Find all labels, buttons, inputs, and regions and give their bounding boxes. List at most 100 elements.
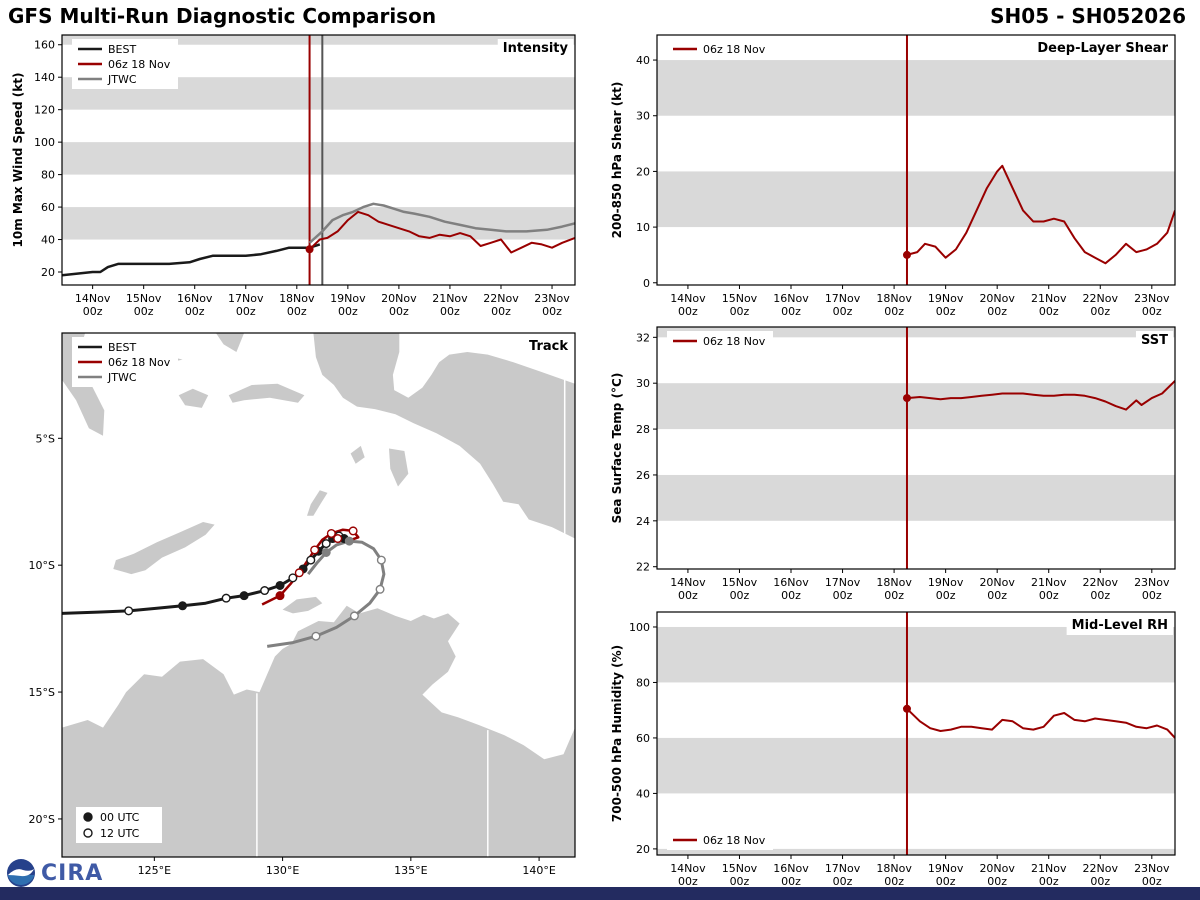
intensity-title-bg [497,39,574,58]
sst-panel-title: SST [1141,333,1168,348]
noaa-sea [7,875,35,885]
utc-legend-label: 12 UTC [100,827,140,840]
page-title: GFS Multi-Run Diagnostic Comparison [8,4,437,28]
y-tick-label: 32 [636,331,650,344]
x-tick-sublabel: 00z [833,875,853,888]
x-tick-sublabel: 00z [987,875,1007,888]
track-title-bg [524,337,574,356]
shade-band [657,474,1175,521]
y-tick-label: 100 [34,136,55,149]
cira-logo: CIRA [6,858,103,888]
x-tick-label: 22Nov [483,292,519,305]
y-tick-label: 22 [636,561,650,574]
x-tick-sublabel: 00z [389,305,409,318]
x-tick-sublabel: 00z [730,875,750,888]
lat-tick-label: 5°S [36,432,55,445]
legend-label-jtwc: JTWC [107,371,137,384]
y-tick-label: 0 [643,277,650,290]
axes-frame [61,34,576,286]
rh-y-axis-label: 700-500 hPa Humidity (%) [610,645,624,822]
x-tick-label: 14Nov [670,862,706,875]
x-tick-sublabel: 00z [833,589,853,602]
x-tick-label: 19Nov [928,862,964,875]
y-tick-label: 80 [636,676,650,689]
shear-title-bg [1032,39,1174,58]
land-kai [350,445,365,464]
series-forecast [906,380,1175,411]
shade-band [62,142,575,175]
x-tick-label: 21Nov [1031,576,1067,589]
y-tick-label: 60 [636,732,650,745]
utc-legend-label: 00 UTC [100,811,140,824]
legend-label-jtwc: JTWC [107,73,137,86]
series-jtwc [308,202,575,244]
x-tick-sublabel: 00z [884,589,904,602]
x-tick-label: 22Nov [1083,292,1119,305]
legend-bg [667,331,773,351]
lon-tick-label: 140°E [522,864,555,877]
rh-panel: 2040608010014Nov00z15Nov00z16Nov00z17Nov… [610,611,1176,888]
x-tick-sublabel: 00z [987,589,1007,602]
noaa-logo-icon [7,859,35,887]
x-tick-sublabel: 00z [936,875,956,888]
x-tick-label: 21Nov [432,292,468,305]
x-tick-sublabel: 00z [1142,875,1162,888]
track-marker-00utc [275,580,285,590]
x-tick-label: 21Nov [1031,862,1067,875]
rh-title-bg [1066,616,1173,635]
shade-band [657,171,1175,228]
x-tick-sublabel: 00z [833,305,853,318]
y-tick-label: 30 [636,377,650,390]
y-tick-label: 120 [34,104,55,117]
series-forecast [906,164,1175,265]
track-marker-12utc [376,555,386,565]
shade-band [657,327,1175,338]
x-tick-sublabel: 00z [730,589,750,602]
x-tick-label: 23Nov [1134,862,1170,875]
shade-band [657,626,1175,683]
lon-tick-label: 135°E [394,864,427,877]
track-marker-00utc [344,536,354,546]
intensity-panel-title: Intensity [503,41,569,56]
x-tick-sublabel: 00z [781,875,801,888]
x-tick-label: 20Nov [979,292,1015,305]
x-tick-sublabel: 00z [491,305,511,318]
lon-tick-label: 130°E [266,864,299,877]
x-tick-label: 22Nov [1083,576,1119,589]
intensity-y-axis-label: 10m Max Wind Speed (kt) [11,73,25,248]
init-point-marker [902,250,911,259]
land-tanimbar [307,490,328,516]
track-marker-12utc [288,573,298,583]
track-marker-12utc [221,593,231,603]
axes-frame [656,611,1176,856]
land-buru [178,388,209,408]
track-marker-12utc [326,528,336,538]
y-tick-label: 140 [34,71,55,84]
x-tick-sublabel: 00z [884,875,904,888]
x-tick-sublabel: 00z [1090,875,1110,888]
track-marker-12utc [294,568,304,578]
legend-label-best: BEST [108,341,136,354]
y-tick-label: 24 [636,515,650,528]
x-tick-sublabel: 00z [185,305,205,318]
track-marker-12utc [306,555,316,565]
x-tick-sublabel: 00z [287,305,307,318]
track-jtwc [266,539,386,648]
x-tick-label: 14Nov [670,576,706,589]
sst-title-bg [1135,331,1174,350]
legend-label-forecast: 06z 18 Nov [703,43,766,56]
x-tick-label: 18Nov [876,576,912,589]
x-tick-sublabel: 00z [1090,589,1110,602]
shade-band [62,35,575,45]
x-tick-sublabel: 00z [1039,875,1059,888]
x-tick-sublabel: 00z [678,875,698,888]
track-marker-00utc [239,591,249,601]
y-tick-label: 28 [636,423,650,436]
legend-bg [667,39,773,59]
x-tick-sublabel: 00z [781,589,801,602]
x-tick-label: 15Nov [722,862,758,875]
x-tick-label: 14Nov [75,292,111,305]
lat-tick-label: 10°S [29,559,55,572]
x-tick-label: 21Nov [1031,292,1067,305]
